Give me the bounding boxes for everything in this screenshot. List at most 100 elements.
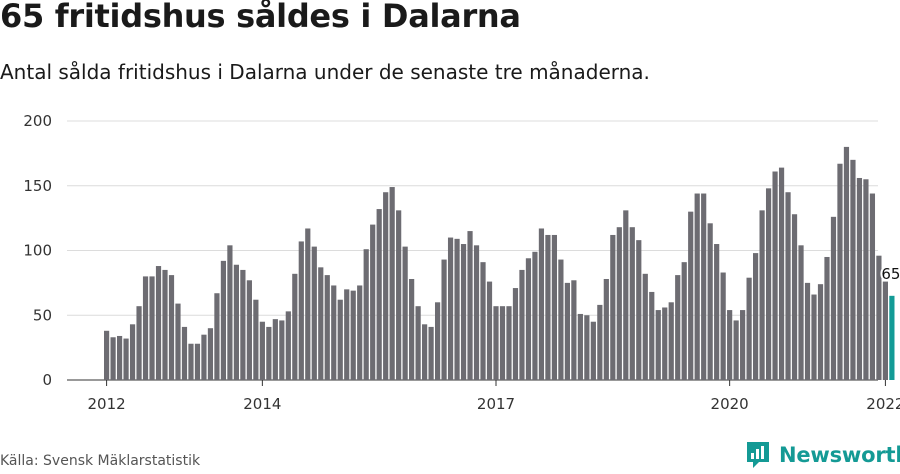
bar [220,260,227,380]
bar [727,310,733,380]
bar [383,192,389,380]
bar [402,246,408,380]
bar [642,273,648,380]
bar [675,275,681,380]
bar [746,277,752,380]
x-tick-label: 2022 [866,395,900,413]
bar [201,334,207,380]
bar [525,258,532,380]
brand-name: Newsworthy [779,443,900,467]
bar [590,321,596,380]
x-tick-label: 2017 [477,395,515,413]
bar [129,324,136,380]
bar [785,192,791,380]
chart-title: 65 fritidshus såldes i Dalarna [0,0,521,35]
bar [337,299,343,380]
bar [830,216,837,380]
bar-highlight [889,295,895,380]
brand-logo: Newsworthy [745,440,900,470]
bar [233,264,239,380]
bar [155,266,162,380]
bar [460,244,467,380]
bar [298,241,304,380]
bar [707,223,713,380]
bar [837,163,843,380]
bar [454,238,460,380]
bar [629,227,635,380]
bar [662,307,668,380]
y-tick-label: 50 [33,306,52,324]
bar [344,289,350,380]
bar [597,304,603,380]
bar [447,237,454,380]
bar [318,267,324,380]
bar [863,179,869,380]
bar [214,293,220,380]
bar [305,228,311,380]
bar [778,167,785,380]
y-tick-label: 150 [23,177,52,195]
bar [714,244,720,380]
bar [532,251,538,380]
bar [415,306,421,380]
bar [142,276,149,380]
bar [350,290,356,380]
bar [817,284,824,380]
bar [623,210,629,380]
x-tick-label: 2012 [88,395,126,413]
bar [441,259,447,380]
bar [376,209,382,380]
bar [694,193,700,380]
bar [571,280,577,380]
bar [610,234,616,380]
bar [791,214,798,380]
bar [759,210,765,380]
bar [357,285,363,380]
bar [207,328,214,380]
x-tick-label: 2014 [243,395,281,413]
bar [246,280,252,380]
bar [473,245,480,380]
bar [681,262,687,380]
bar [636,240,642,380]
bar [259,321,265,380]
bar [584,315,590,380]
bar [506,306,512,380]
bar [292,273,298,380]
bar [324,275,330,380]
bar [798,245,804,380]
bar [149,276,155,380]
bar-chart: 0 50 100 150 200 2012 2014 2017 2020 2022 65 [23,112,900,413]
bar [545,234,551,380]
bar [493,306,499,380]
bar [409,278,415,380]
y-tick-label: 200 [23,112,52,130]
bar [655,310,661,380]
bar [824,256,830,380]
bar [188,343,194,380]
bar [740,310,746,380]
bar [688,211,694,380]
bar-layer [104,146,895,380]
bar [428,326,434,380]
chart-subtitle: Antal sålda fritidshus i Dalarna under d… [0,60,650,84]
bar [279,320,285,380]
bar [882,281,888,380]
bar [876,255,882,380]
bar [240,269,246,380]
bar [110,337,116,380]
bar [194,343,201,380]
bar [272,319,278,380]
bar [558,259,564,380]
bar [104,330,110,380]
bar [266,326,272,380]
bar [285,311,291,380]
bar [616,227,622,380]
bar [538,228,545,380]
bar [720,272,726,380]
bar [389,187,395,380]
y-tick-label: 0 [42,371,52,389]
bar [811,294,817,380]
bar [363,249,369,380]
newsworthy-logo-icon [747,442,769,468]
